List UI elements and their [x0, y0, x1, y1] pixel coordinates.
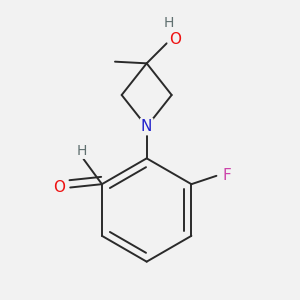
Text: H: H: [77, 144, 87, 158]
Text: O: O: [54, 180, 66, 195]
Text: O: O: [169, 32, 181, 47]
Text: F: F: [223, 168, 232, 183]
Text: N: N: [141, 119, 152, 134]
Text: H: H: [163, 16, 173, 30]
